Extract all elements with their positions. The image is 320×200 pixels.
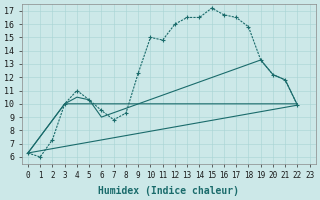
X-axis label: Humidex (Indice chaleur): Humidex (Indice chaleur) [98,186,239,196]
